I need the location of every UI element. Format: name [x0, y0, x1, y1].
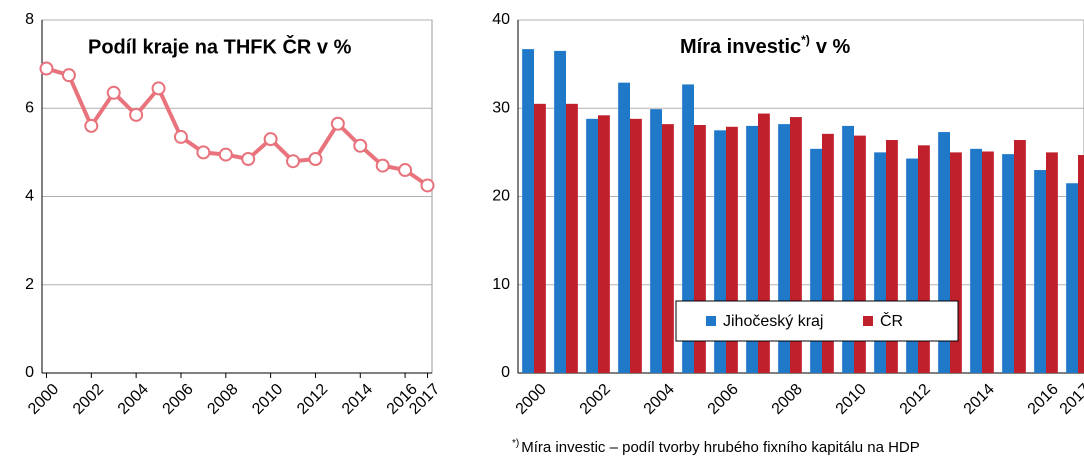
bar [886, 140, 898, 373]
bar [534, 103, 546, 374]
x-tick-label: 2016 [1025, 381, 1062, 418]
legend-label: Jihočeský kraj [723, 313, 823, 330]
bar [842, 125, 854, 374]
marker [61, 68, 76, 83]
marker [151, 81, 166, 96]
bar [950, 152, 962, 373]
y-tick-label: 30 [492, 99, 510, 116]
marker [398, 163, 413, 178]
bar [714, 130, 726, 373]
bar [682, 84, 694, 374]
y-tick-label: 4 [25, 188, 34, 205]
footnote-text: Míra investic – podíl tvorby hrubého fix… [521, 439, 920, 456]
marker [196, 145, 211, 160]
marker [375, 158, 390, 173]
bar [918, 145, 930, 373]
legend-swatch [706, 316, 716, 326]
x-tick-label: 2008 [769, 381, 806, 418]
line [45, 66, 429, 188]
x-tick-label: 2002 [70, 381, 107, 418]
bar [874, 152, 886, 373]
x-tick-label: 2004 [641, 381, 678, 418]
bar [1034, 170, 1046, 373]
bar [662, 124, 674, 373]
chart-title: Míra investic*) v % [680, 33, 851, 58]
marker [286, 154, 301, 169]
bar [522, 49, 534, 374]
x-tick-label: 2014 [961, 381, 998, 418]
bar [630, 118, 642, 373]
bar [778, 124, 790, 373]
x-tick-label: 2010 [249, 381, 286, 418]
bar [586, 118, 598, 373]
marker [84, 118, 99, 133]
bar [758, 113, 770, 374]
marker [241, 151, 256, 166]
marker [263, 132, 278, 147]
x-tick-label: 2008 [204, 381, 241, 418]
x-tick-label: 2012 [294, 381, 331, 418]
bar [566, 103, 578, 374]
marker [106, 85, 121, 100]
legend-swatch [863, 316, 873, 326]
bar [790, 117, 802, 373]
bar [982, 151, 994, 373]
bar [822, 133, 834, 373]
x-tick-label: 2014 [339, 381, 376, 418]
marker [129, 107, 144, 122]
bar [1014, 140, 1026, 373]
marker [330, 116, 345, 131]
bar [938, 132, 950, 373]
bar [970, 148, 982, 373]
y-tick-label: 6 [25, 99, 34, 116]
bar [694, 125, 706, 373]
bar [726, 126, 738, 373]
bar [854, 135, 866, 373]
y-tick-label: 10 [492, 276, 510, 293]
footnote-mark: *) [512, 438, 519, 449]
x-tick-label: 2010 [833, 381, 870, 418]
title-text: Míra investic [680, 36, 801, 58]
x-tick-label: 2006 [160, 381, 197, 418]
y-tick-label: 0 [25, 364, 34, 381]
marker [39, 61, 54, 76]
bar [618, 82, 630, 373]
chart-title: Podíl kraje na THFK ČR v % [88, 34, 352, 58]
y-tick-label: 20 [492, 188, 510, 205]
bar [1066, 183, 1078, 373]
title-suffix: v % [816, 36, 851, 58]
legend-label: ČR [880, 311, 903, 330]
bar [810, 148, 822, 373]
y-tick-label: 2 [25, 276, 34, 293]
bar [598, 115, 610, 373]
marker [353, 138, 368, 153]
bar [1078, 155, 1084, 373]
marker [420, 178, 435, 193]
bar [554, 50, 566, 373]
bar [1046, 152, 1058, 373]
bar [1002, 154, 1014, 373]
legend-box [675, 300, 959, 342]
x-tick-label: 2004 [115, 381, 152, 418]
bar [650, 109, 662, 373]
title-note-mark: *) [801, 33, 810, 47]
y-tick-label: 8 [25, 11, 34, 28]
x-tick-label: 2006 [705, 381, 742, 418]
x-tick-label: 2002 [577, 381, 614, 418]
x-tick-label: 2012 [897, 381, 934, 418]
bar [906, 158, 918, 373]
x-tick-label: 2017 [1057, 381, 1084, 418]
marker [173, 129, 188, 144]
x-tick-label: 2000 [513, 381, 550, 418]
y-tick-label: 0 [501, 364, 510, 381]
bar [746, 125, 758, 374]
y-tick-label: 40 [492, 11, 510, 28]
x-tick-label: 2000 [25, 381, 62, 418]
marker [308, 151, 323, 166]
footnote: *) Míra investic – podíl tvorby hrubého f… [512, 438, 920, 456]
marker [218, 147, 233, 162]
